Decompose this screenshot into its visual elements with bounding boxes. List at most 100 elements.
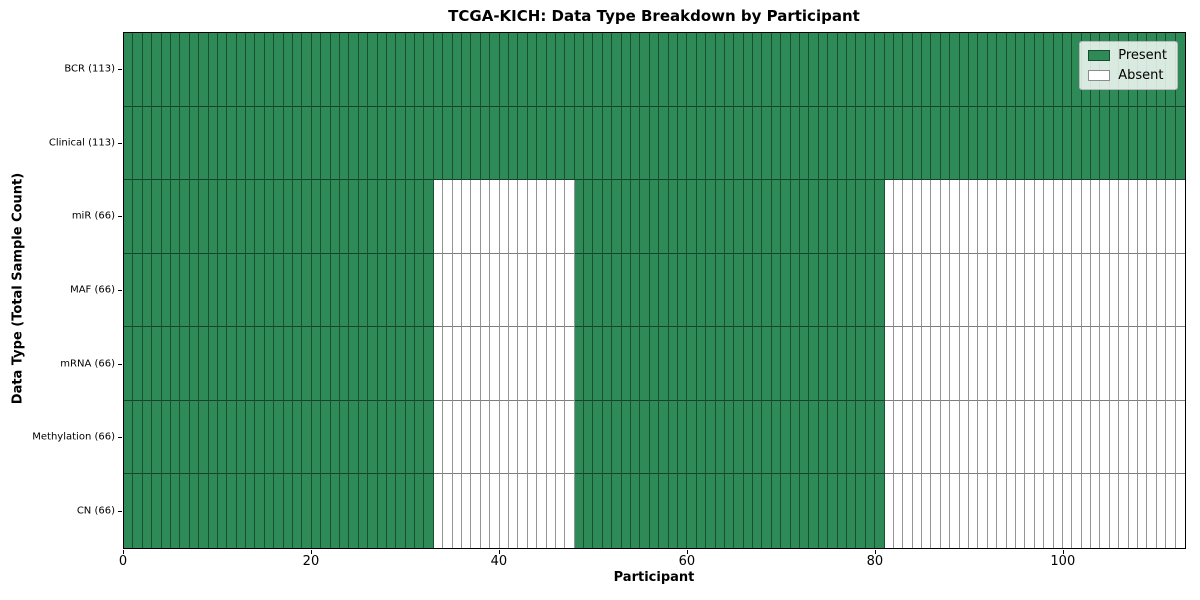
heatmap-cell [1109, 253, 1120, 328]
heatmap-cell [706, 253, 716, 328]
heatmap-cell [1166, 400, 1176, 475]
heatmap-cell [621, 474, 632, 548]
heatmap-cell [255, 106, 265, 181]
heatmap-cell [753, 253, 763, 328]
heatmap-cell [321, 33, 331, 107]
heatmap-cell [640, 253, 650, 328]
heatmap-cell [922, 400, 932, 475]
heatmap-cell [424, 400, 434, 475]
heatmap-cell [302, 474, 312, 548]
heatmap-cell [1138, 474, 1148, 548]
heatmap-cell [865, 180, 876, 254]
heatmap-cell [246, 253, 256, 328]
heatmap-cell [189, 106, 200, 181]
heatmap-cell [631, 180, 641, 254]
heatmap-cell [283, 33, 293, 107]
heatmap-cell [133, 327, 143, 401]
heatmap-cell [462, 400, 472, 475]
heatmap-cell [668, 180, 678, 254]
heatmap-cell [227, 327, 237, 401]
heatmap-cell [828, 253, 838, 328]
heatmap-cell [508, 180, 519, 254]
heatmap-cell [734, 180, 744, 254]
heatmap-cell [490, 253, 500, 328]
heatmap-cell [1053, 33, 1063, 107]
chart-title: TCGA-KICH: Data Type Breakdown by Partic… [448, 7, 860, 25]
heatmap-cell [706, 33, 716, 107]
heatmap-cell [217, 253, 228, 328]
heatmap-cell [1175, 180, 1185, 254]
heatmap-cell [715, 106, 725, 181]
heatmap-cell [631, 400, 641, 475]
heatmap-cell [846, 33, 857, 107]
heatmap-cell [734, 400, 744, 475]
heatmap-cell [208, 180, 218, 254]
heatmap-cell [1128, 400, 1139, 475]
heatmap-cell [978, 327, 988, 401]
heatmap-cell [471, 180, 481, 254]
heatmap-cell [1100, 180, 1110, 254]
heatmap-cell [508, 106, 519, 181]
heatmap-cell [828, 400, 838, 475]
heatmap-cell [621, 327, 632, 401]
heatmap-cell [527, 106, 538, 181]
heatmap-cell [1044, 253, 1054, 328]
heatmap-cell [349, 253, 359, 328]
heatmap-cell [884, 474, 894, 548]
heatmap-cell [339, 33, 350, 107]
heatmap-cell [161, 180, 171, 254]
heatmap-cell [1100, 400, 1110, 475]
heatmap-cell [405, 180, 416, 254]
heatmap-cell [396, 33, 406, 107]
heatmap-cell [950, 327, 960, 401]
heatmap-cell [480, 33, 491, 107]
heatmap-cell [189, 327, 200, 401]
heatmap-cell [189, 180, 200, 254]
heatmap-cell [1138, 106, 1148, 181]
heatmap-cell [649, 327, 660, 401]
heatmap-cell [518, 253, 528, 328]
heatmap-cell [358, 474, 369, 548]
heatmap-cell [1044, 106, 1054, 181]
heatmap-cell [631, 327, 641, 401]
heatmap-cell [931, 106, 941, 181]
heatmap-cell [1109, 106, 1120, 181]
heatmap-cell [987, 106, 998, 181]
heatmap-cell [396, 106, 406, 181]
heatmap-cell [302, 33, 312, 107]
heatmap-cell [1128, 327, 1139, 401]
heatmap-cell [950, 180, 960, 254]
heatmap-cell [161, 400, 171, 475]
heatmap-cell [255, 474, 265, 548]
heatmap-cell [1053, 253, 1063, 328]
heatmap-cell [311, 327, 322, 401]
heatmap-cell [1044, 474, 1054, 548]
heatmap-cell [818, 180, 829, 254]
heatmap-cell [1034, 400, 1045, 475]
heatmap-cell [490, 474, 500, 548]
heatmap-cell [396, 180, 406, 254]
heatmap-cell [602, 106, 613, 181]
heatmap-cell [424, 474, 434, 548]
heatmap-cell [715, 33, 725, 107]
heatmap-cell [940, 33, 951, 107]
heatmap-cell [846, 400, 857, 475]
heatmap-cell [217, 180, 228, 254]
heatmap-cell [893, 400, 904, 475]
heatmap-cell [922, 327, 932, 401]
heatmap-cell [546, 180, 556, 254]
heatmap-cell [330, 474, 340, 548]
heatmap-cell [649, 253, 660, 328]
heatmap-cell [499, 474, 509, 548]
heatmap-cell [443, 400, 453, 475]
heatmap-cell [124, 327, 134, 401]
heatmap-cell [1156, 253, 1167, 328]
heatmap-cell [1006, 327, 1016, 401]
heatmap-cell [677, 180, 688, 254]
heatmap-cell [368, 253, 378, 328]
heatmap-cell [969, 33, 979, 107]
heatmap-cell [433, 180, 444, 254]
heatmap-cell [612, 180, 622, 254]
heatmap-cell [612, 33, 622, 107]
heatmap-cell [527, 327, 538, 401]
